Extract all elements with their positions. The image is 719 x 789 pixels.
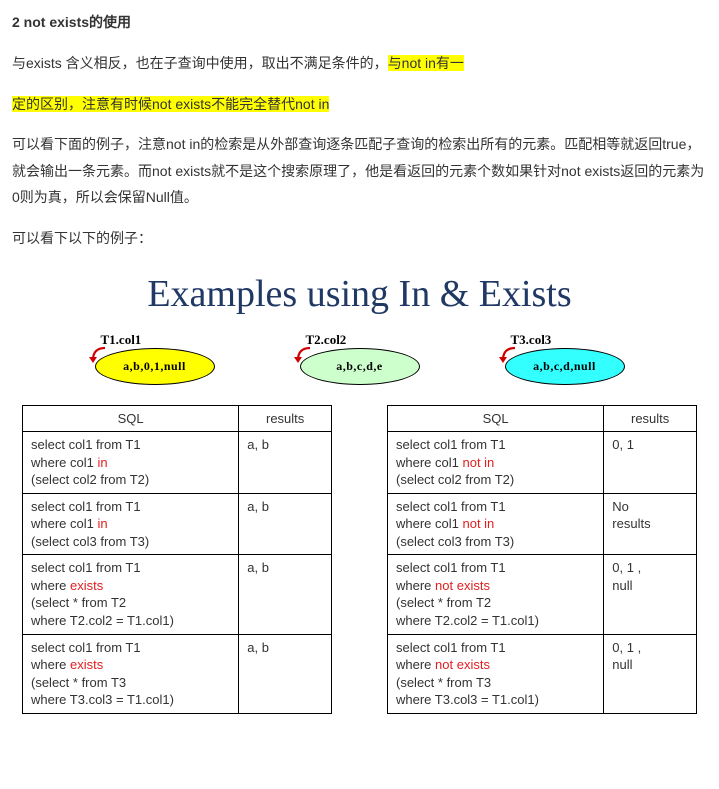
ovals-row: T1.col1 a,b,0,1,null T2.col2 a,b,c,d,e T…	[22, 332, 697, 385]
oval-group-t1: T1.col1 a,b,0,1,null	[95, 332, 215, 385]
oval-label: T2.col2	[306, 332, 347, 348]
sql-table-right: SQL results select col1 from T1where col…	[387, 405, 697, 714]
results-cell: a, b	[239, 555, 332, 634]
results-cell: 0, 1 ,null	[604, 634, 697, 713]
results-cell: 0, 1 ,null	[604, 555, 697, 634]
sql-cell: select col1 from T1where exists(select *…	[23, 634, 239, 713]
sql-cell: select col1 from T1where not exists(sele…	[388, 555, 604, 634]
table-row: select col1 from T1where exists(select *…	[23, 555, 332, 634]
sql-keyword: in	[97, 455, 107, 470]
table-row: select col1 from T1where col1 not in(sel…	[388, 493, 697, 555]
sql-table-left: SQL results select col1 from T1where col…	[22, 405, 332, 714]
tbody-right: select col1 from T1where col1 not in(sel…	[388, 432, 697, 714]
table-row: select col1 from T1where not exists(sele…	[388, 634, 697, 713]
tables-row: SQL results select col1 from T1where col…	[22, 405, 697, 714]
table-row: select col1 from T1where col1 not in(sel…	[388, 432, 697, 494]
sql-keyword: not in	[462, 455, 494, 470]
para1-highlight: 与not in有一	[388, 55, 464, 71]
results-cell: a, b	[239, 634, 332, 713]
th-results: results	[239, 405, 332, 432]
sql-keyword: exists	[70, 657, 103, 672]
oval-t3: a,b,c,d,null	[505, 348, 625, 385]
sql-cell: select col1 from T1where not exists(sele…	[388, 634, 604, 713]
oval-group-t3: T3.col3 a,b,c,d,null	[505, 332, 625, 385]
slide-title: Examples using In & Exists	[22, 272, 697, 316]
table-row: select col1 from T1where exists(select *…	[23, 634, 332, 713]
results-cell: a, b	[239, 493, 332, 555]
oval-t1: a,b,0,1,null	[95, 348, 215, 385]
th-sql: SQL	[23, 405, 239, 432]
sql-cell: select col1 from T1where exists(select *…	[23, 555, 239, 634]
sql-keyword: not in	[462, 516, 494, 531]
results-cell: 0, 1	[604, 432, 697, 494]
tbody-left: select col1 from T1where col1 in(select …	[23, 432, 332, 714]
paragraph-2: 定的区别，注意有时候not exists不能完全替代not in	[12, 91, 707, 118]
sql-keyword: not exists	[435, 578, 490, 593]
oval-group-t2: T2.col2 a,b,c,d,e	[300, 332, 420, 385]
oval-t2: a,b,c,d,e	[300, 348, 420, 385]
th-sql: SQL	[388, 405, 604, 432]
examples-slide: Examples using In & Exists T1.col1 a,b,0…	[12, 272, 707, 714]
sql-cell: select col1 from T1where col1 in(select …	[23, 432, 239, 494]
results-cell: Noresults	[604, 493, 697, 555]
table-row: select col1 from T1where not exists(sele…	[388, 555, 697, 634]
section-heading: 2 not exists的使用	[12, 12, 707, 32]
table-row: select col1 from T1where col1 in(select …	[23, 493, 332, 555]
sql-keyword: exists	[70, 578, 103, 593]
sql-keyword: in	[97, 516, 107, 531]
table-row: select col1 from T1where col1 in(select …	[23, 432, 332, 494]
para2-highlight: 定的区别，注意有时候not exists不能完全替代not in	[12, 96, 329, 112]
sql-cell: select col1 from T1where col1 not in(sel…	[388, 493, 604, 555]
th-results: results	[604, 405, 697, 432]
sql-cell: select col1 from T1where col1 in(select …	[23, 493, 239, 555]
paragraph-3: 可以看下面的例子，注意not in的检索是从外部查询逐条匹配子查询的检索出所有的…	[12, 131, 707, 211]
oval-label: T1.col1	[101, 332, 142, 348]
results-cell: a, b	[239, 432, 332, 494]
para1-text: 与exists 含义相反，也在子查询中使用，取出不满足条件的，	[12, 55, 388, 71]
oval-label: T3.col3	[511, 332, 552, 348]
paragraph-4: 可以看下以下的例子：	[12, 225, 707, 252]
sql-keyword: not exists	[435, 657, 490, 672]
sql-cell: select col1 from T1where col1 not in(sel…	[388, 432, 604, 494]
paragraph-1: 与exists 含义相反，也在子查询中使用，取出不满足条件的，与not in有一	[12, 50, 707, 77]
